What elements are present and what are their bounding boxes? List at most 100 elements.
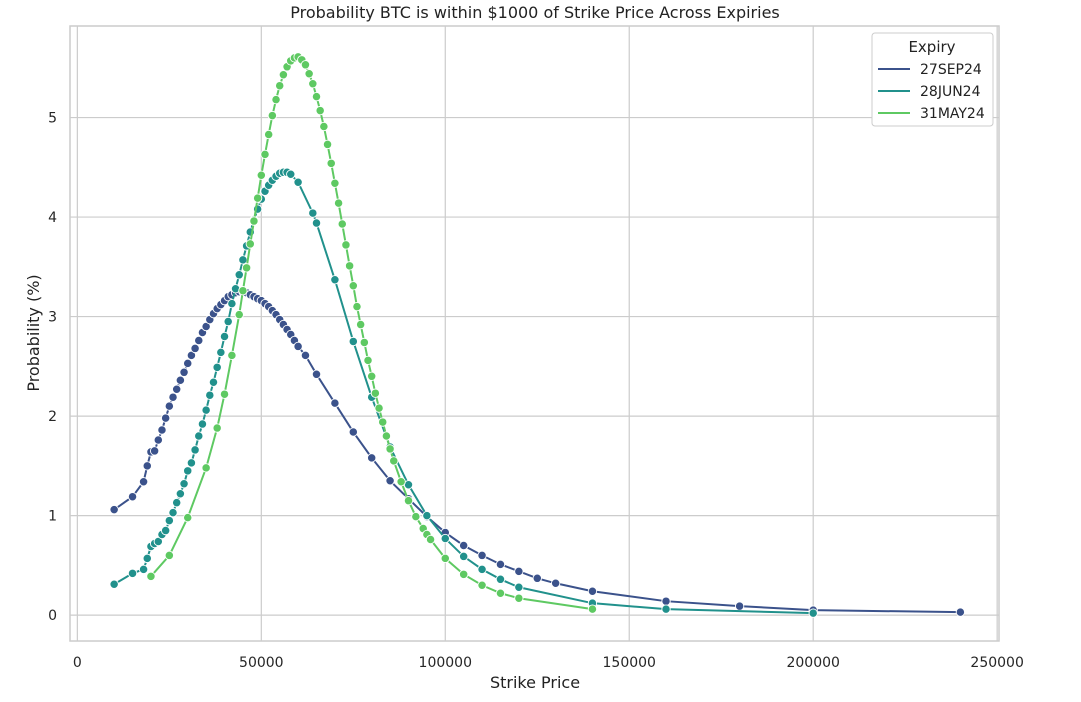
data-point (168, 392, 178, 402)
data-point (238, 286, 248, 296)
data-point (227, 298, 237, 309)
data-point (138, 477, 149, 487)
data-point (234, 309, 244, 320)
data-point (127, 492, 138, 502)
data-point (286, 169, 296, 179)
data-point (304, 69, 314, 79)
data-point (661, 604, 671, 614)
data-point (661, 596, 671, 606)
data-point (370, 388, 381, 398)
data-point (278, 70, 289, 80)
data-point (367, 453, 377, 463)
legend: Expiry 27SEP24 28JUN24 31MAY24 (871, 32, 994, 127)
data-point (157, 425, 167, 435)
data-point (459, 540, 469, 551)
data-point (477, 550, 487, 561)
data-point (396, 477, 406, 487)
chart-title: Probability BTC is within $1000 of Strik… (290, 3, 780, 22)
x-tick-label: 150000 (603, 655, 656, 671)
data-point (149, 446, 160, 456)
data-point (194, 335, 204, 346)
data-point (256, 170, 266, 180)
legend-title: Expiry (908, 38, 955, 56)
data-point (300, 350, 311, 361)
data-point (514, 593, 524, 603)
data-point (311, 369, 322, 379)
data-point (179, 367, 189, 377)
data-point (551, 578, 561, 588)
data-point (190, 343, 200, 354)
data-point (241, 263, 252, 273)
data-point (330, 398, 340, 408)
data-point (146, 571, 156, 581)
data-point (308, 208, 318, 218)
data-point (326, 158, 336, 168)
data-point (142, 461, 152, 471)
y-axis-ticks: 0 1 2 3 4 5 (48, 111, 57, 625)
data-point (330, 275, 340, 285)
data-point (477, 580, 487, 590)
data-point (495, 574, 506, 584)
data-point (422, 510, 432, 521)
legend-item: 31MAY24 (878, 106, 985, 122)
data-point (219, 389, 230, 399)
data-point (440, 553, 450, 564)
data-point (109, 504, 119, 515)
data-point (201, 463, 211, 473)
data-point (164, 401, 174, 411)
data-point (205, 390, 215, 400)
data-point (308, 79, 318, 89)
data-point (138, 564, 149, 574)
data-point (190, 445, 200, 455)
data-point (374, 403, 384, 413)
plot-frame (69, 25, 1000, 642)
data-point (216, 347, 226, 358)
data-point (459, 551, 469, 562)
data-point (223, 316, 233, 327)
data-point (587, 586, 598, 596)
data-point (363, 355, 373, 366)
x-axis-ticks: 0 50000 100000 150000 200000 250000 (73, 655, 1024, 671)
data-point (477, 564, 487, 574)
data-point (175, 375, 186, 385)
data-point (359, 337, 369, 348)
data-point (344, 261, 355, 271)
data-point (514, 566, 524, 576)
data-point (955, 607, 966, 617)
data-point (348, 336, 358, 347)
series-28jun24 (109, 167, 818, 618)
data-point (267, 110, 278, 121)
y-axis-label: Probability (%) (24, 274, 43, 391)
data-point (142, 553, 152, 564)
data-point (808, 608, 818, 618)
data-point (381, 431, 392, 441)
data-point (300, 60, 311, 70)
data-point (271, 94, 281, 105)
data-point (532, 573, 542, 583)
data-point (330, 178, 340, 188)
x-tick-label: 50000 (239, 655, 284, 671)
data-point (337, 219, 347, 229)
y-tick-label: 1 (48, 509, 57, 525)
data-point (495, 588, 506, 598)
data-point (352, 301, 362, 312)
data-point (109, 579, 119, 589)
data-point (315, 105, 325, 116)
data-point (385, 444, 395, 454)
data-point (367, 371, 377, 381)
data-point (238, 255, 248, 265)
data-point (734, 601, 745, 611)
series-line (113, 290, 961, 614)
data-point (183, 512, 193, 523)
data-point (208, 377, 219, 387)
data-point (186, 458, 197, 468)
data-point (168, 507, 178, 518)
y-tick-label: 3 (48, 310, 57, 326)
data-point (293, 341, 303, 352)
legend-item: 28JUN24 (878, 84, 981, 100)
data-point (245, 239, 255, 249)
data-point (322, 139, 333, 150)
data-point (197, 419, 208, 429)
data-point (183, 466, 193, 476)
x-tick-label: 250000 (970, 655, 1023, 671)
